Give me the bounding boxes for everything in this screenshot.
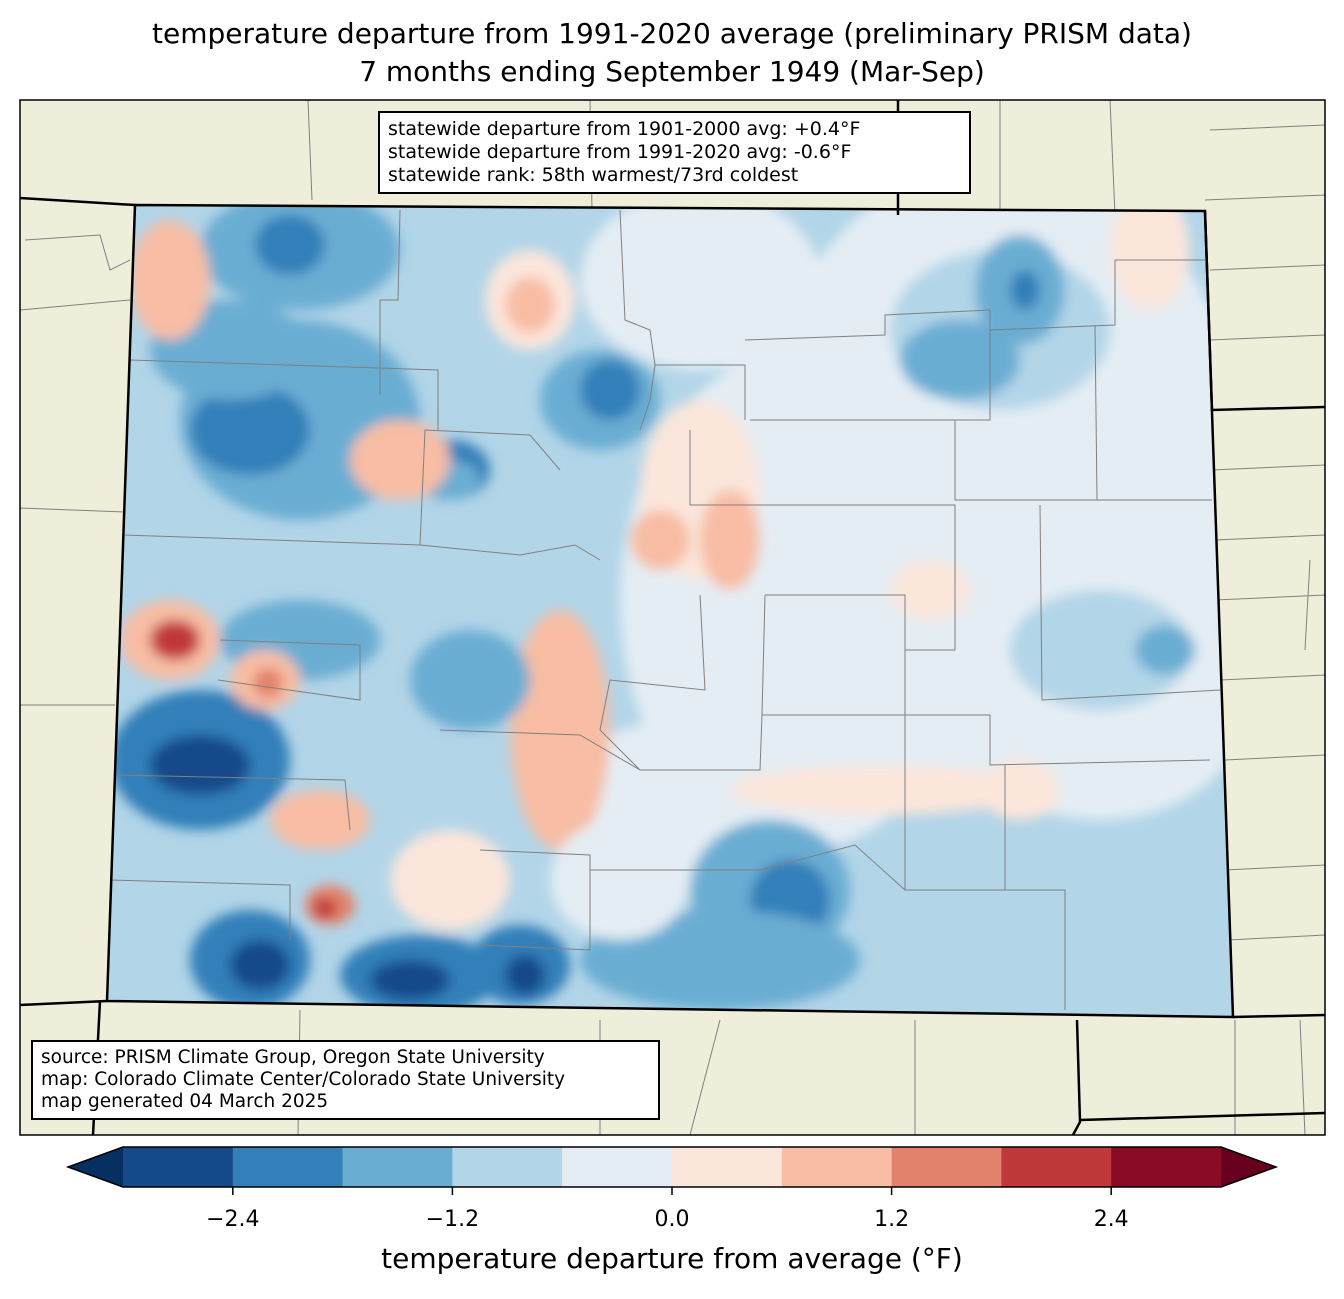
stat-1991-2020: statewide departure from 1991-2020 avg: …	[388, 141, 852, 163]
temperature-anomaly-region	[130, 220, 210, 340]
temperature-anomaly-region	[255, 215, 325, 275]
temperature-anomaly-region	[313, 898, 337, 918]
colorbar	[65, 1146, 1279, 1195]
temperature-anomaly-region	[580, 910, 860, 1010]
temperature-anomaly-region	[370, 960, 450, 1000]
temperature-anomaly-region	[550, 820, 690, 940]
temperature-anomaly-region	[980, 760, 1060, 820]
title-line-1: temperature departure from 1991-2020 ave…	[152, 17, 1192, 50]
colorbar-bin	[781, 1147, 893, 1187]
temperature-anomaly-region	[190, 385, 310, 475]
colorbar-extend-high	[1221, 1147, 1276, 1187]
temperature-anomaly-region	[890, 560, 970, 620]
temperature-anomaly-region	[390, 830, 510, 930]
temperature-anomaly-region	[1010, 590, 1190, 710]
temperature-anomaly-region	[1010, 270, 1040, 310]
temperature-anomaly-region	[410, 630, 530, 730]
statewide-stats-box: statewide departure from 1901-2000 avg: …	[378, 111, 971, 194]
stat-1901-2000: statewide departure from 1901-2000 avg: …	[388, 118, 861, 140]
colorbar-bin	[342, 1147, 453, 1187]
colorbar-tick-label: 1.2	[874, 1207, 910, 1232]
title-line-2: 7 months ending September 1949 (Mar-Sep)	[359, 55, 985, 88]
colorbar-label: temperature departure from average (°F)	[381, 1242, 963, 1275]
colorbar-bin	[1001, 1147, 1112, 1187]
source-generated: map generated 04 March 2025	[41, 1091, 329, 1112]
county-lines	[109, 209, 1221, 1010]
colorbar-tick-label: −2.4	[206, 1207, 260, 1232]
temperature-anomaly-region	[253, 668, 283, 698]
colorbar-bin	[562, 1147, 673, 1187]
colorbar-bin	[1111, 1147, 1222, 1187]
colorbar-bin	[672, 1147, 783, 1187]
colorbar-extend-low	[68, 1147, 123, 1187]
temperature-anomaly-region	[150, 735, 250, 795]
colorbar-bin	[891, 1147, 1002, 1187]
temperature-anomaly-region	[1110, 205, 1190, 310]
temperature-anomaly-region	[230, 940, 290, 990]
temperature-anomaly-region	[580, 205, 820, 370]
colorbar-tick-label: −1.2	[425, 1207, 480, 1232]
colorbar-tick-label: 2.4	[1093, 1207, 1129, 1232]
temperature-anomaly-region	[270, 790, 370, 850]
neighbor-county-lines	[20, 100, 1325, 1135]
colorbar-bin	[452, 1147, 563, 1187]
temperature-field	[107, 205, 1233, 1017]
temperature-anomaly-region	[150, 620, 200, 660]
temperature-anomaly-region	[510, 610, 610, 850]
colorbar-tick-label: 0.0	[654, 1207, 690, 1232]
temperature-anomaly-region	[700, 490, 760, 590]
temperature-anomaly-region	[505, 955, 545, 995]
temperature-anomaly-region	[900, 320, 1020, 400]
temperature-anomaly-region	[730, 765, 1030, 815]
source-box: source: PRISM Climate Group, Oregon Stat…	[31, 1040, 660, 1120]
stat-rank: statewide rank: 58th warmest/73rd coldes…	[388, 164, 799, 186]
source-map: map: Colorado Climate Center/Colorado St…	[41, 1069, 566, 1090]
source-prism: source: PRISM Climate Group, Oregon Stat…	[41, 1047, 545, 1068]
temperature-anomaly-region	[505, 277, 555, 333]
map-frame	[19, 99, 1326, 1136]
temperature-anomaly-region	[630, 510, 690, 570]
temperature-anomaly-region	[1135, 625, 1195, 675]
colorbar-bin	[232, 1147, 344, 1187]
temperature-anomaly-region	[580, 360, 640, 420]
temperature-anomaly-region	[350, 420, 450, 500]
colorbar-bin	[123, 1147, 234, 1187]
